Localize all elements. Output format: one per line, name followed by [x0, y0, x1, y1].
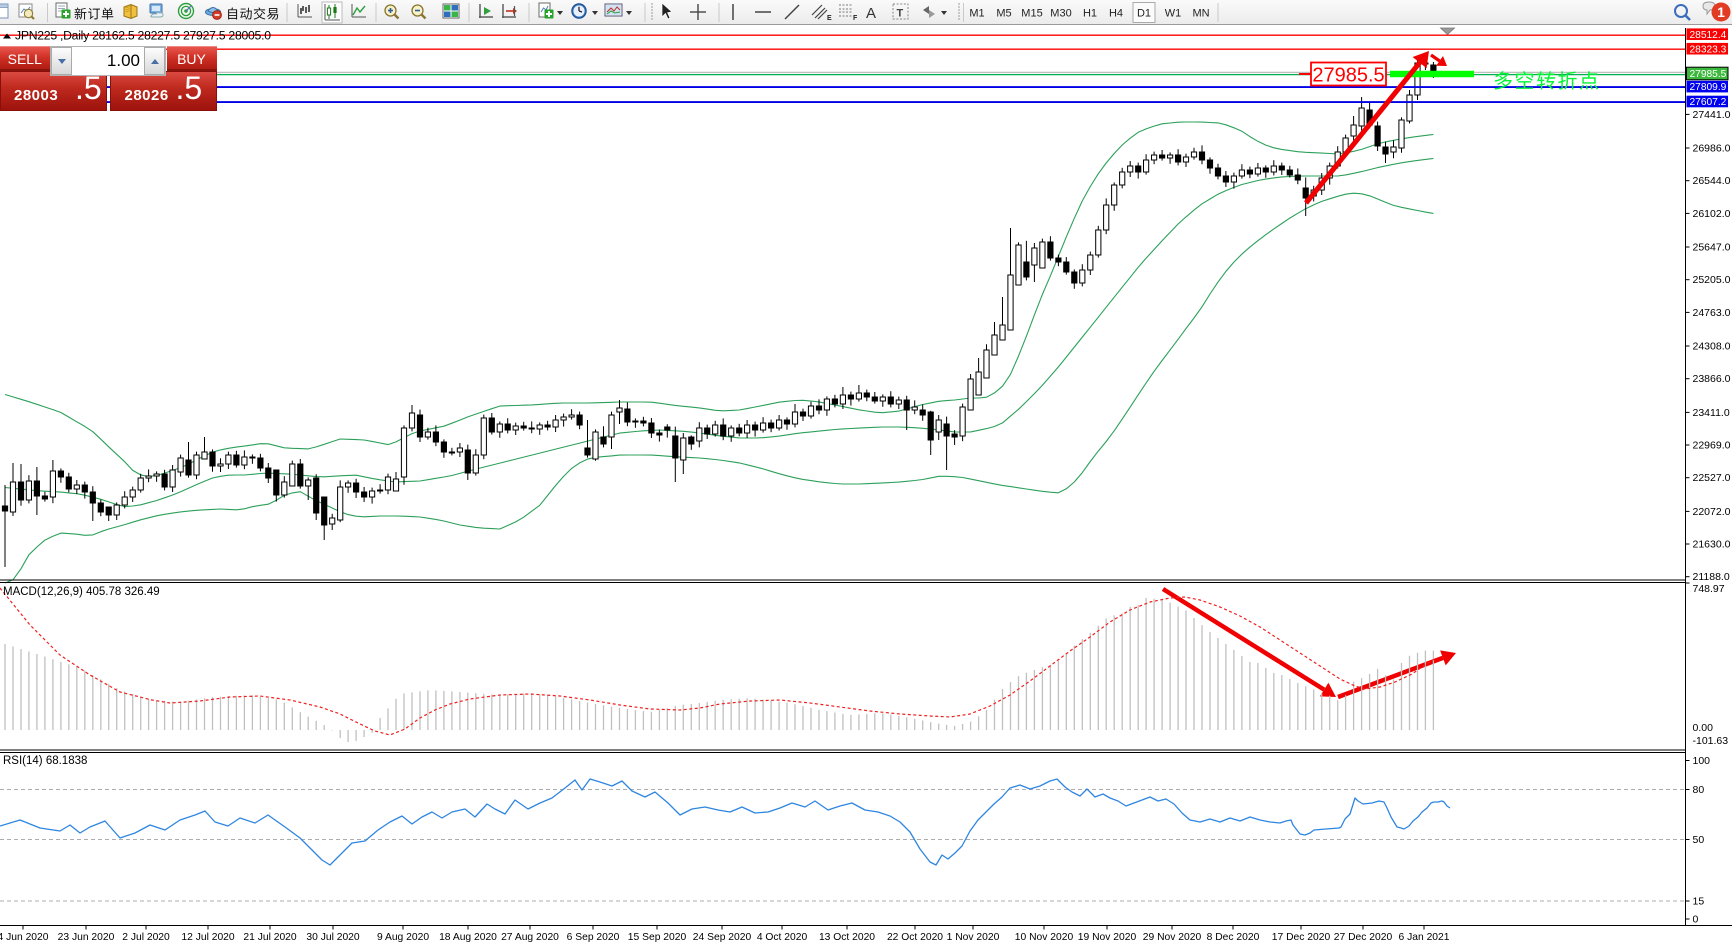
svg-text:M15: M15	[1021, 8, 1042, 20]
svg-text:100: 100	[1693, 755, 1711, 767]
svg-text:27985.5: 27985.5	[1312, 65, 1384, 87]
svg-text:M30: M30	[1050, 8, 1071, 20]
svg-text:26544.0: 26544.0	[1693, 175, 1731, 187]
svg-text:MN: MN	[1192, 8, 1209, 20]
svg-text:27441.0: 27441.0	[1693, 109, 1731, 121]
svg-text:80: 80	[1693, 784, 1705, 796]
svg-text:E: E	[827, 15, 832, 22]
svg-text:10 Nov 2020: 10 Nov 2020	[1015, 932, 1074, 943]
svg-text:21188.0: 21188.0	[1693, 571, 1730, 583]
svg-text:28512.4: 28512.4	[1690, 30, 1727, 41]
svg-text:27 Dec 2020: 27 Dec 2020	[1334, 932, 1393, 943]
svg-text:4 Jun 2020: 4 Jun 2020	[0, 932, 49, 943]
svg-text:4 Oct 2020: 4 Oct 2020	[757, 932, 808, 943]
svg-text:15 Sep 2020: 15 Sep 2020	[628, 932, 687, 943]
svg-text:M5: M5	[996, 8, 1011, 20]
svg-text:23866.0: 23866.0	[1693, 373, 1731, 385]
svg-text:22527.0: 22527.0	[1693, 472, 1731, 484]
svg-text:T: T	[897, 8, 904, 20]
svg-text:A: A	[866, 5, 876, 22]
svg-text:RSI(14) 68.1838: RSI(14) 68.1838	[3, 755, 87, 767]
svg-text:27985.5: 27985.5	[1690, 69, 1727, 80]
svg-text:H4: H4	[1109, 8, 1123, 20]
svg-text:27607.2: 27607.2	[1690, 97, 1727, 108]
svg-text:26102.0: 26102.0	[1693, 208, 1731, 220]
svg-text:23411.0: 23411.0	[1693, 407, 1730, 419]
svg-text:30 Jul 2020: 30 Jul 2020	[306, 932, 360, 943]
svg-text:6 Jan 2021: 6 Jan 2021	[1399, 932, 1450, 943]
svg-text:6 Sep 2020: 6 Sep 2020	[567, 932, 620, 943]
svg-text:1: 1	[1717, 4, 1725, 20]
svg-text:12 Jul 2020: 12 Jul 2020	[181, 932, 235, 943]
svg-text:15: 15	[1693, 896, 1705, 908]
svg-text:13 Oct 2020: 13 Oct 2020	[819, 932, 875, 943]
svg-text:26986.0: 26986.0	[1693, 143, 1731, 155]
svg-text:-101.63: -101.63	[1693, 735, 1729, 747]
svg-text:M1: M1	[969, 8, 984, 20]
svg-text:25205.0: 25205.0	[1693, 274, 1731, 286]
svg-text:27 Aug 2020: 27 Aug 2020	[501, 932, 559, 943]
svg-text:748.97: 748.97	[1693, 583, 1725, 595]
svg-text:D1: D1	[1137, 8, 1151, 20]
svg-text:9 Aug 2020: 9 Aug 2020	[377, 932, 429, 943]
svg-text:25647.0: 25647.0	[1693, 242, 1731, 254]
svg-text:24 Sep 2020: 24 Sep 2020	[693, 932, 752, 943]
svg-text:24763.0: 24763.0	[1693, 307, 1731, 319]
svg-text:21 Jul 2020: 21 Jul 2020	[243, 932, 297, 943]
svg-text:F: F	[853, 15, 858, 22]
svg-text:21630.0: 21630.0	[1693, 539, 1731, 551]
svg-text:28323.3: 28323.3	[1690, 44, 1727, 55]
svg-text:JPN225 ,Daily 28162.5 28227.5: JPN225 ,Daily 28162.5 28227.5 27927.5 28…	[15, 29, 271, 43]
svg-text:0.00: 0.00	[1693, 722, 1714, 734]
svg-text:22 Oct 2020: 22 Oct 2020	[887, 932, 943, 943]
svg-text:1 Nov 2020: 1 Nov 2020	[947, 932, 1000, 943]
svg-text:0: 0	[1693, 914, 1699, 926]
svg-text:22072.0: 22072.0	[1693, 506, 1731, 518]
svg-text:2 Jul 2020: 2 Jul 2020	[122, 932, 170, 943]
svg-text:W1: W1	[1165, 8, 1182, 20]
svg-text:27809.9: 27809.9	[1690, 82, 1727, 93]
svg-text:17 Dec 2020: 17 Dec 2020	[1272, 932, 1331, 943]
svg-text:50: 50	[1693, 834, 1705, 846]
svg-text:18 Aug 2020: 18 Aug 2020	[439, 932, 497, 943]
svg-text:22969.0: 22969.0	[1693, 440, 1731, 452]
svg-text:8 Dec 2020: 8 Dec 2020	[1207, 932, 1260, 943]
svg-text:19 Nov 2020: 19 Nov 2020	[1078, 932, 1137, 943]
svg-text:MACD(12,26,9) 405.78 326.49: MACD(12,26,9) 405.78 326.49	[3, 586, 160, 598]
svg-text:24308.0: 24308.0	[1693, 341, 1731, 353]
svg-text:29 Nov 2020: 29 Nov 2020	[1143, 932, 1202, 943]
svg-text:23 Jun 2020: 23 Jun 2020	[58, 932, 115, 943]
svg-text:H1: H1	[1083, 8, 1097, 20]
